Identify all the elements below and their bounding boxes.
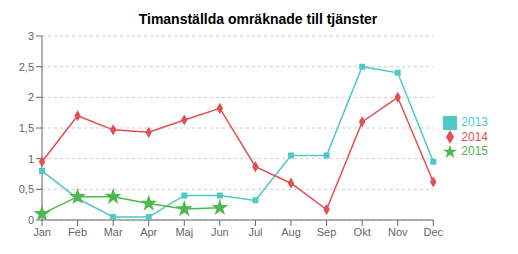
svg-text:3: 3 [28,30,34,42]
svg-text:2,5: 2,5 [19,61,34,73]
svg-text:Sep: Sep [317,226,337,238]
html-text:2013: 2013 [461,114,488,129]
svg-text:2: 2 [28,91,34,103]
html-text:Timanställda omräknade till tj: Timanställda omräknade till tjänster [138,11,378,27]
svg-text:1,5: 1,5 [19,122,34,134]
svg-text:0,5: 0,5 [19,183,34,195]
svg-text:Jul: Jul [248,226,262,238]
svg-text:0: 0 [28,214,34,226]
svg-text:Mar: Mar [104,226,123,238]
svg-text:Jan: Jan [33,226,51,238]
svg-text:Feb: Feb [68,226,87,238]
html-text:2015: 2015 [461,144,488,159]
svg-text:Maj: Maj [175,226,193,238]
svg-text:Nov: Nov [388,226,408,238]
html-text:2014: 2014 [461,129,488,144]
svg-text:Apr: Apr [140,226,157,238]
svg-text:1: 1 [28,153,34,165]
svg-text:Aug: Aug [281,226,301,238]
svg-text:Okt: Okt [354,226,371,238]
svg-text:Dec: Dec [424,226,444,238]
svg-text:Jun: Jun [211,226,229,238]
